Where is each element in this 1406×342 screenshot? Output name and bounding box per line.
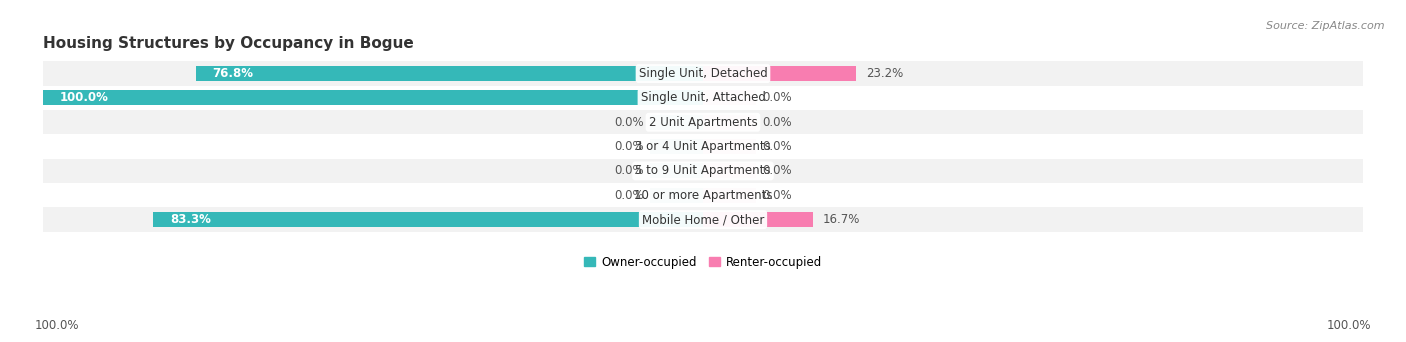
Text: Source: ZipAtlas.com: Source: ZipAtlas.com <box>1267 21 1385 30</box>
Bar <box>44 62 1362 86</box>
Text: 0.0%: 0.0% <box>762 165 792 177</box>
Text: 0.0%: 0.0% <box>762 189 792 202</box>
Bar <box>44 134 1362 159</box>
Bar <box>703 66 856 81</box>
Bar <box>44 110 1362 134</box>
Text: 100.0%: 100.0% <box>1326 319 1371 332</box>
Bar <box>650 188 703 203</box>
Bar <box>650 163 703 179</box>
Text: 83.3%: 83.3% <box>170 213 211 226</box>
Bar <box>703 139 756 154</box>
Text: 0.0%: 0.0% <box>614 165 644 177</box>
Text: 0.0%: 0.0% <box>614 189 644 202</box>
Bar <box>153 212 703 227</box>
Text: Single Unit, Detached: Single Unit, Detached <box>638 67 768 80</box>
Bar <box>650 115 703 130</box>
Text: Mobile Home / Other: Mobile Home / Other <box>641 213 765 226</box>
Text: 10 or more Apartments: 10 or more Apartments <box>634 189 772 202</box>
Text: 3 or 4 Unit Apartments: 3 or 4 Unit Apartments <box>636 140 770 153</box>
Legend: Owner-occupied, Renter-occupied: Owner-occupied, Renter-occupied <box>579 251 827 274</box>
Bar <box>44 90 703 105</box>
Text: Housing Structures by Occupancy in Bogue: Housing Structures by Occupancy in Bogue <box>44 36 413 51</box>
Text: 76.8%: 76.8% <box>212 67 253 80</box>
Bar <box>44 183 1362 208</box>
Bar <box>650 139 703 154</box>
Bar <box>44 159 1362 183</box>
Bar <box>703 115 756 130</box>
Text: 5 to 9 Unit Apartments: 5 to 9 Unit Apartments <box>636 165 770 177</box>
Text: 100.0%: 100.0% <box>35 319 80 332</box>
Text: 0.0%: 0.0% <box>762 91 792 104</box>
Bar <box>703 163 756 179</box>
Bar <box>703 212 813 227</box>
Text: 0.0%: 0.0% <box>614 140 644 153</box>
Text: 0.0%: 0.0% <box>762 116 792 129</box>
Text: 2 Unit Apartments: 2 Unit Apartments <box>648 116 758 129</box>
Bar <box>197 66 703 81</box>
Text: 23.2%: 23.2% <box>866 67 903 80</box>
Text: Single Unit, Attached: Single Unit, Attached <box>641 91 765 104</box>
Text: 16.7%: 16.7% <box>823 213 860 226</box>
Text: 100.0%: 100.0% <box>59 91 108 104</box>
Bar <box>44 86 1362 110</box>
Text: 0.0%: 0.0% <box>762 140 792 153</box>
Text: 0.0%: 0.0% <box>614 116 644 129</box>
Bar <box>44 208 1362 232</box>
Bar <box>703 188 756 203</box>
Bar <box>703 90 756 105</box>
